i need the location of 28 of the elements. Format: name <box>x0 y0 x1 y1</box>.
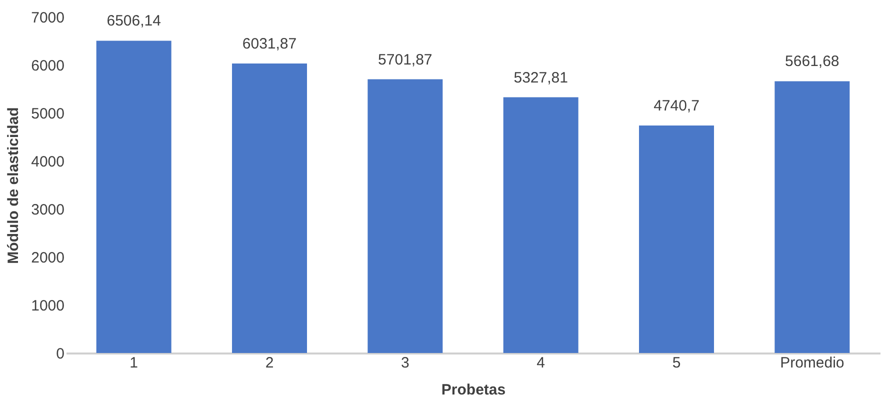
x-axis-title: Probetas <box>441 382 506 398</box>
data-label: 5327,81 <box>514 69 568 86</box>
bar <box>232 63 307 353</box>
bar <box>368 79 443 353</box>
x-tick-label: 1 <box>130 354 138 372</box>
x-tick-label: Promedio <box>780 354 844 372</box>
data-label: 4740,7 <box>654 97 700 114</box>
x-tick-label: 5 <box>672 354 681 372</box>
x-tick-label: 2 <box>265 354 274 372</box>
x-tick-label: 3 <box>400 354 410 372</box>
y-tick-label: 1000 <box>31 298 64 314</box>
x-tick-label: 4 <box>536 354 546 372</box>
data-label: 5661,68 <box>785 53 840 70</box>
y-tick-label: 3000 <box>31 202 64 218</box>
y-tick-label: 0 <box>56 346 64 362</box>
y-tick-label: 6000 <box>31 58 64 74</box>
data-label: 5701,87 <box>378 51 432 68</box>
data-label: 6506,14 <box>106 12 161 30</box>
data-label: 6031,87 <box>242 35 297 52</box>
bar <box>774 81 850 353</box>
y-tick-label: 2000 <box>31 250 64 266</box>
y-axis-title: Módulo de elasticidad <box>5 107 22 264</box>
bar <box>639 125 714 353</box>
y-tick-label: 7000 <box>31 10 64 26</box>
y-tick-label: 4000 <box>31 154 64 170</box>
y-tick-label: 5000 <box>31 106 64 122</box>
bar <box>96 40 172 353</box>
bar <box>503 97 578 353</box>
